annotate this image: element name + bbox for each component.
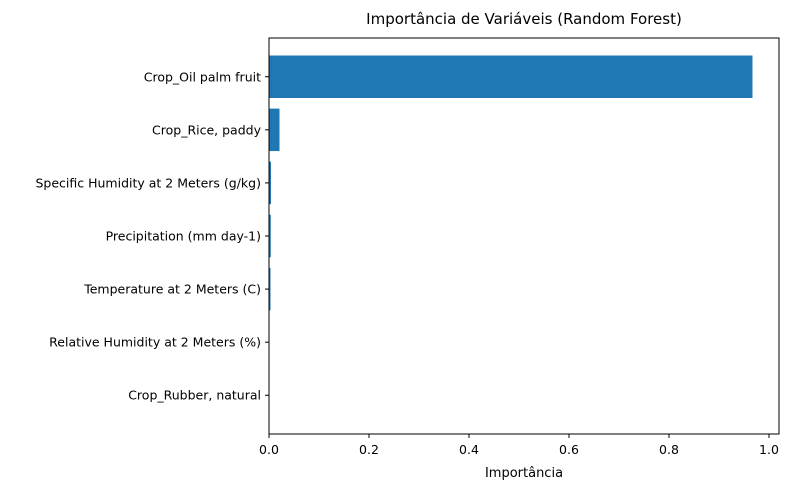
y-tick-label: Specific Humidity at 2 Meters (g/kg)	[35, 175, 261, 190]
x-tick-label: 0.8	[659, 442, 679, 457]
y-tick-labels: Crop_Oil palm fruit Crop_Rice, paddy Speci…	[35, 69, 269, 403]
y-tick-label: Crop_Rubber, natural	[128, 388, 261, 403]
bar	[269, 55, 753, 98]
x-tick-label: 0.2	[359, 442, 379, 457]
chart-title: Importância de Variáveis (Random Forest)	[366, 10, 682, 28]
x-tick-label: 0.4	[459, 442, 479, 457]
y-tick-label: Temperature at 2 Meters (C)	[83, 282, 261, 297]
x-tick-label: 0.6	[559, 442, 579, 457]
x-tick-label: 1.0	[759, 442, 779, 457]
bar	[269, 108, 280, 152]
x-tick-label: 0.0	[259, 442, 279, 457]
x-ticks: 0.0 0.2 0.4 0.6 0.8 1.0	[259, 434, 779, 457]
y-tick-label: Crop_Oil palm fruit	[144, 69, 261, 84]
bar	[269, 161, 271, 205]
x-axis-label: Importância	[485, 466, 563, 481]
bars-group	[269, 55, 753, 417]
y-tick-label: Precipitation (mm day-1)	[106, 229, 261, 244]
plot-frame	[268, 37, 780, 435]
bar	[269, 214, 271, 258]
y-tick-label: Relative Humidity at 2 Meters (%)	[49, 335, 261, 350]
bar	[269, 267, 271, 311]
y-tick-label: Crop_Rice, paddy	[152, 122, 262, 137]
